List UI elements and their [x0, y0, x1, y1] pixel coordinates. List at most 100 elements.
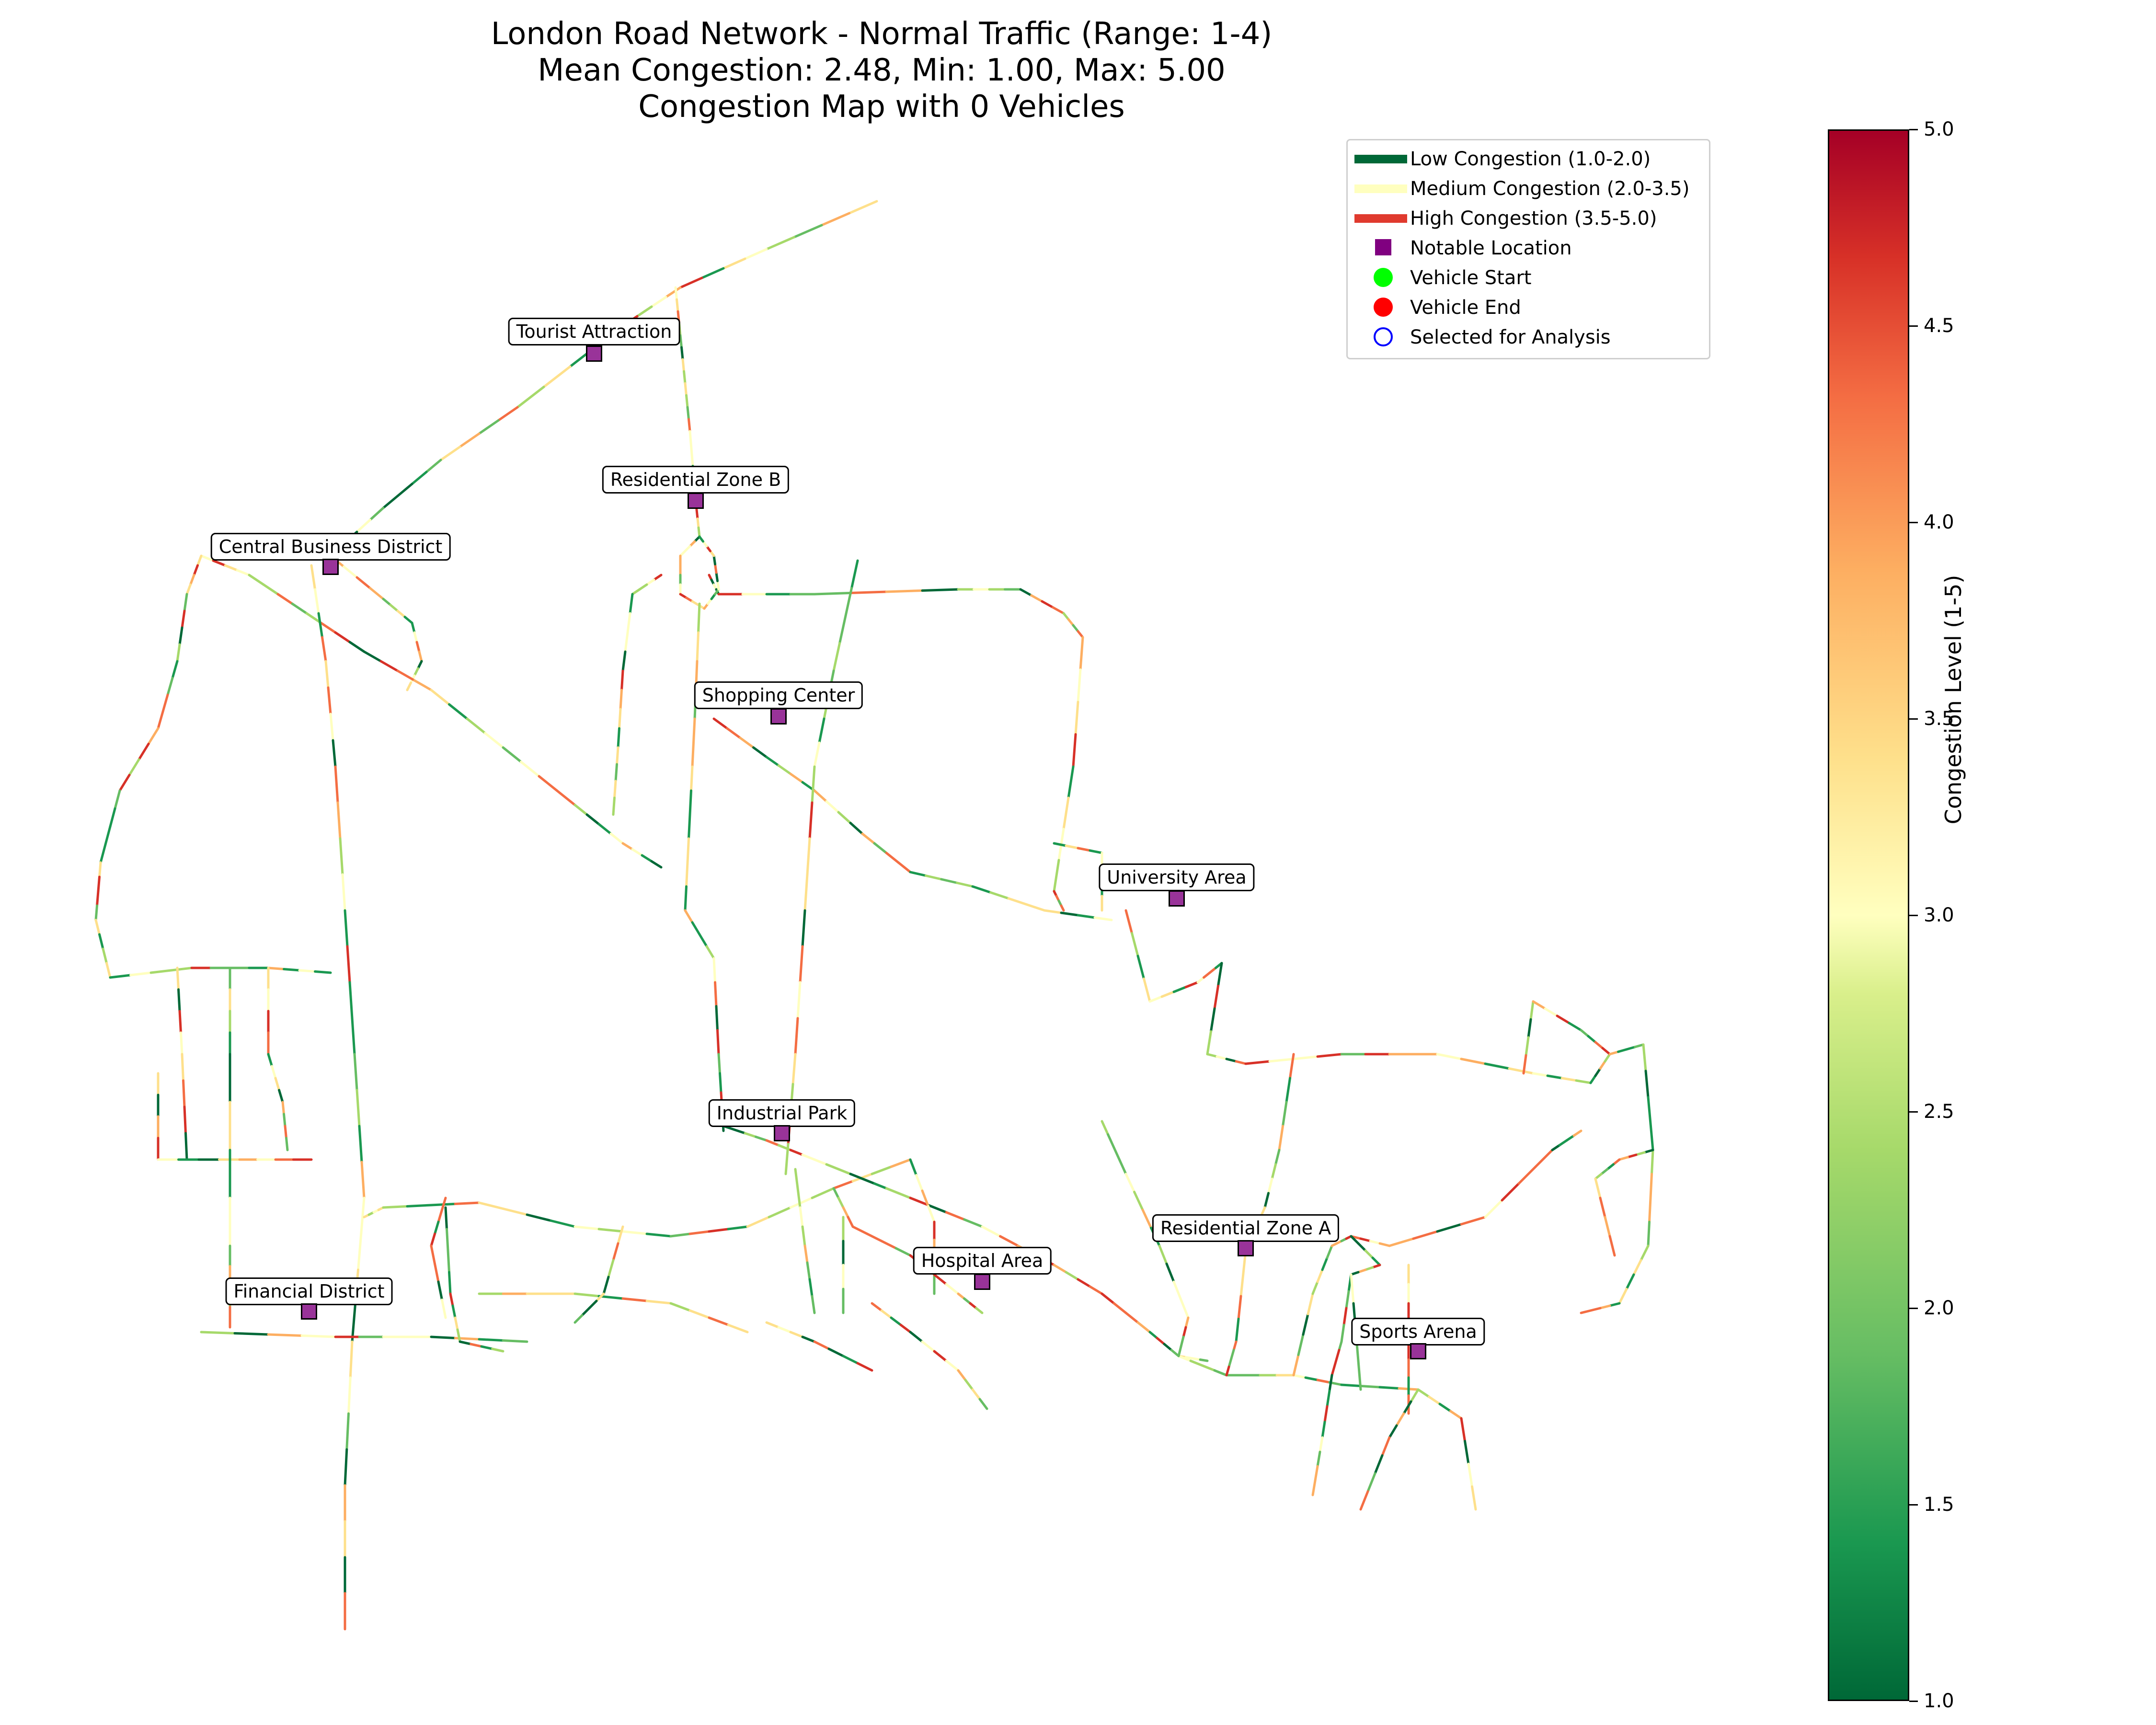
colorbar-tick-label: 3.5	[1924, 708, 1954, 730]
road-segment	[556, 789, 576, 806]
road-segment	[284, 1125, 287, 1139]
road-segment	[873, 1182, 888, 1190]
road-segment	[437, 1280, 443, 1301]
road-segment	[1328, 1374, 1333, 1392]
road-segment	[430, 1232, 436, 1247]
legend-item-notable: Notable Location	[1348, 233, 1709, 263]
colorbar	[1828, 129, 1909, 1701]
road-segment	[777, 1326, 792, 1334]
road-segment	[1378, 1242, 1391, 1247]
road-segment	[618, 708, 622, 730]
road-segment	[653, 574, 663, 581]
road-segment	[459, 432, 481, 448]
location-marker[interactable]	[974, 1274, 990, 1290]
road-segment	[684, 885, 688, 912]
road-segment	[1345, 1290, 1350, 1310]
road-segment	[1067, 618, 1075, 627]
road-segment	[890, 1316, 902, 1326]
road-segment	[690, 765, 694, 792]
road-segment	[631, 588, 641, 596]
road-segment	[1388, 1237, 1415, 1247]
road-segment	[1208, 966, 1217, 974]
road-segment	[417, 660, 423, 670]
road-segment	[1316, 1053, 1343, 1058]
road-segment	[451, 1304, 457, 1319]
road-segment	[650, 296, 667, 308]
road-segment	[909, 1196, 929, 1207]
location-marker[interactable]	[1169, 890, 1185, 907]
road-segment	[109, 974, 132, 979]
road-segment	[796, 981, 802, 1020]
location-marker[interactable]	[301, 1303, 317, 1320]
road-segment	[1297, 1333, 1305, 1356]
road-segment	[885, 851, 900, 864]
road-segment	[789, 772, 804, 783]
road-segment	[389, 604, 399, 612]
road-segment	[691, 741, 695, 768]
road-segment	[1449, 1410, 1463, 1420]
road-segment	[820, 212, 850, 227]
road-segment	[1180, 1299, 1190, 1319]
road-segment	[612, 1242, 619, 1262]
road-segment	[1172, 1280, 1182, 1301]
road-segment	[329, 713, 334, 742]
road-segment	[276, 593, 294, 605]
road-segment	[1436, 1053, 1463, 1060]
road-segment	[1580, 1309, 1592, 1314]
road-segment	[1608, 1302, 1621, 1307]
location-marker[interactable]	[774, 1125, 790, 1141]
road-segment	[369, 587, 385, 600]
road-segment	[849, 590, 888, 594]
road-segment	[686, 406, 690, 421]
road-segment	[1643, 1149, 1654, 1154]
road-segment	[281, 1101, 285, 1116]
road-segment	[1580, 1029, 1590, 1037]
road-segment	[456, 1328, 461, 1343]
road-segment	[791, 1053, 797, 1085]
location-marker[interactable]	[688, 493, 704, 509]
road-segment	[478, 1338, 505, 1342]
road-segment	[744, 248, 768, 260]
road-segment	[696, 518, 700, 529]
road-segment	[1366, 1472, 1376, 1493]
road-segment	[1292, 1055, 1319, 1060]
road-segment	[849, 1173, 864, 1180]
road-segment	[897, 861, 912, 874]
road-segment	[1508, 1067, 1535, 1075]
road-segment	[669, 1302, 691, 1312]
colorbar-tick	[1909, 718, 1918, 720]
road-segment	[808, 801, 814, 840]
road-segment	[607, 1259, 615, 1278]
road-segment	[1551, 1144, 1561, 1151]
road-segment	[717, 1053, 721, 1075]
road-segment	[94, 904, 98, 921]
location-marker[interactable]	[586, 345, 602, 362]
road-segment	[128, 758, 140, 776]
location-marker[interactable]	[322, 559, 339, 575]
road-segment	[796, 1187, 802, 1209]
road-segment	[1101, 1292, 1115, 1305]
road-segment	[1369, 1240, 1381, 1245]
road-segment	[1575, 1079, 1592, 1084]
location-marker[interactable]	[1238, 1240, 1254, 1256]
road-segment	[692, 717, 696, 744]
road-segment	[799, 1206, 804, 1228]
road-segment	[975, 1307, 984, 1314]
road-segment	[581, 1307, 591, 1317]
road-segment	[97, 875, 101, 893]
road-segment	[612, 796, 616, 816]
road-segment	[609, 832, 624, 845]
location-marker[interactable]	[770, 708, 787, 724]
road-segment	[291, 602, 308, 615]
location-label-residential-zone-b: Residential Zone B	[602, 466, 790, 494]
road-segment	[963, 1297, 972, 1305]
road-segment	[324, 660, 330, 689]
location-marker[interactable]	[1410, 1343, 1426, 1359]
road-segment	[794, 1017, 799, 1056]
location-label-residential-zone-a: Residential Zone A	[1152, 1214, 1340, 1242]
road-segment	[1647, 1220, 1651, 1247]
road-segment	[334, 765, 339, 804]
road-segment	[177, 988, 181, 1012]
road-segment	[813, 1340, 830, 1350]
road-segment	[200, 1331, 236, 1334]
